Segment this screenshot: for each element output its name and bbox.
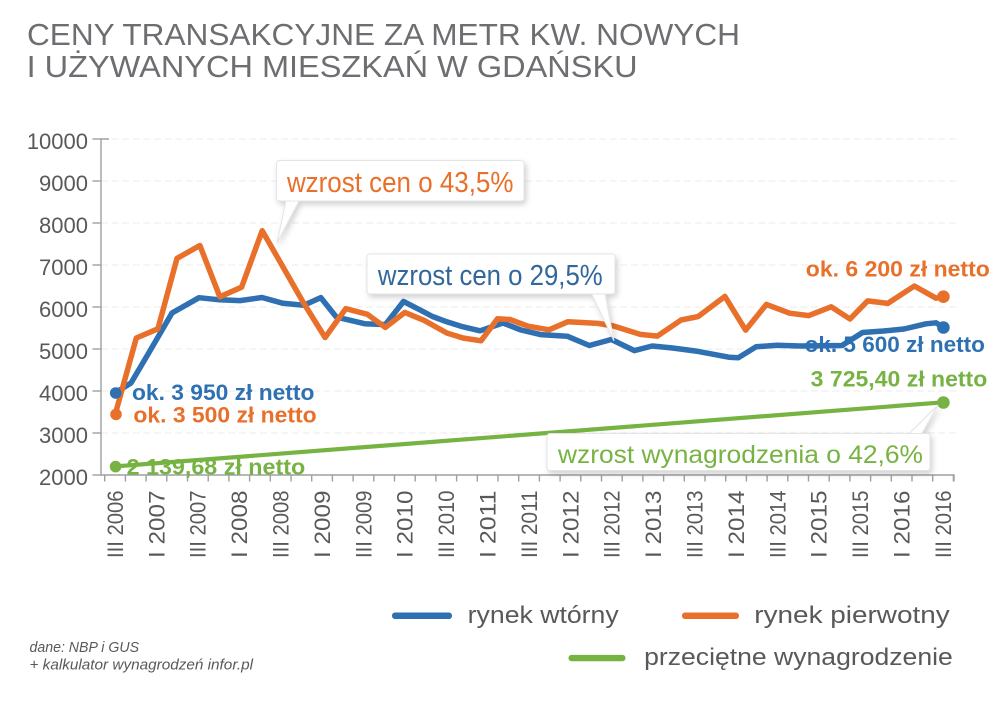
svg-text:4000: 4000 — [39, 381, 88, 406]
svg-text:III 2015: III 2015 — [848, 491, 873, 559]
svg-text:2000: 2000 — [39, 465, 88, 490]
svg-text:III 2010: III 2010 — [434, 491, 459, 558]
svg-text:rynek wtórny: rynek wtórny — [468, 602, 619, 629]
svg-text:2 139,68 zł netto: 2 139,68 zł netto — [127, 455, 306, 480]
svg-text:wzrost cen o 43,5%: wzrost cen o 43,5% — [286, 167, 513, 199]
svg-text:ok. 3 500 zł netto: ok. 3 500 zł netto — [133, 403, 316, 428]
svg-text:3 725,40 zł netto: 3 725,40 zł netto — [811, 366, 988, 391]
svg-text:3000: 3000 — [39, 423, 88, 448]
svg-text:III 2016: III 2016 — [931, 491, 956, 559]
svg-text:dane: NBP i GUS: dane: NBP i GUS — [30, 640, 140, 656]
svg-text:I 2015: I 2015 — [807, 491, 832, 559]
svg-text:I 2012: I 2012 — [558, 491, 583, 559]
svg-text:8000: 8000 — [39, 213, 88, 238]
svg-text:I 2014: I 2014 — [724, 491, 749, 559]
svg-text:III 2007: III 2007 — [186, 491, 211, 559]
svg-text:rynek pierwotny: rynek pierwotny — [754, 602, 949, 629]
svg-text:ok. 5 600 zł netto: ok. 5 600 zł netto — [805, 332, 985, 357]
svg-text:III 2006: III 2006 — [103, 491, 128, 559]
svg-text:I 2016: I 2016 — [890, 491, 915, 559]
svg-text:6000: 6000 — [39, 297, 88, 322]
svg-text:I UŻYWANYCH MIESZKAŃ W GDAŃSKU: I UŻYWANYCH MIESZKAŃ W GDAŃSKU — [27, 49, 638, 84]
svg-text:10000: 10000 — [27, 129, 88, 154]
svg-text:9000: 9000 — [39, 171, 88, 196]
svg-text:wzrost cen o 29,5%: wzrost cen o 29,5% — [377, 260, 603, 292]
svg-text:ok. 6 200 zł netto: ok. 6 200 zł netto — [806, 257, 990, 282]
svg-text:I 2013: I 2013 — [641, 491, 666, 559]
svg-text:I 2008: I 2008 — [227, 491, 252, 559]
svg-text:I 2007: I 2007 — [144, 491, 169, 559]
svg-text:wzrost wynagrodzenia o 42,6%: wzrost wynagrodzenia o 42,6% — [557, 441, 923, 469]
svg-text:III 2014: III 2014 — [765, 491, 790, 559]
svg-text:przeciętne wynagrodzenie: przeciętne wynagrodzenie — [644, 644, 953, 671]
svg-text:III 2012: III 2012 — [600, 491, 625, 559]
svg-text:I 2011: I 2011 — [476, 491, 501, 559]
svg-text:ok. 3 950 zł netto: ok. 3 950 zł netto — [132, 380, 314, 405]
svg-text:CENY TRANSAKCYJNE ZA METR KW.: CENY TRANSAKCYJNE ZA METR KW. NOWYCH — [27, 17, 740, 52]
svg-text:+ kalkulator wynagrodzeń infor: + kalkulator wynagrodzeń infor.pl — [30, 658, 254, 674]
svg-text:III 2008: III 2008 — [269, 491, 294, 559]
svg-text:III 2013: III 2013 — [683, 491, 708, 559]
svg-text:III 2011: III 2011 — [517, 491, 542, 559]
svg-text:III 2009: III 2009 — [351, 491, 376, 559]
svg-text:I 2009: I 2009 — [310, 491, 335, 559]
svg-text:7000: 7000 — [39, 255, 88, 280]
svg-text:I 2010: I 2010 — [393, 491, 418, 559]
svg-text:5000: 5000 — [39, 339, 88, 364]
